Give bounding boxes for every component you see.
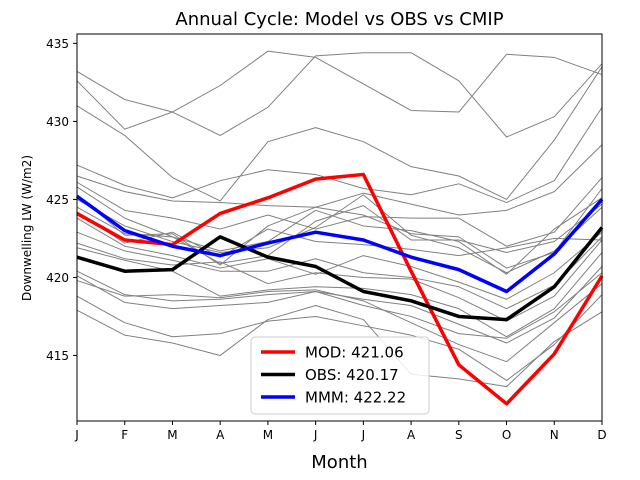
cmip-model-line-6 — [76, 177, 603, 247]
chart-title: Annual Cycle: Model vs OBS vs CMIP — [175, 9, 503, 30]
y-tick-label: 435 — [46, 37, 69, 51]
cmip-model-line-12 — [76, 217, 603, 300]
y-tick-label: 415 — [46, 349, 69, 363]
cmip-model-line-9 — [76, 194, 603, 274]
plot-area — [75, 50, 604, 406]
axes-frame — [76, 33, 603, 422]
cmip-model-line-13 — [76, 231, 603, 310]
x-tick-label: M — [263, 428, 273, 442]
cmip-model-line-11 — [76, 211, 603, 258]
x-tick-label: A — [216, 428, 225, 442]
cmip-model-line-4 — [76, 107, 603, 204]
x-tick-label: F — [121, 428, 128, 442]
highlight-lines — [75, 172, 604, 406]
cmip-model-line-19 — [76, 294, 603, 381]
x-tick-label: N — [550, 428, 559, 442]
y-axis-ticks: 415 420 425 430 435 — [46, 37, 77, 363]
x-tick-label: J — [361, 428, 366, 442]
cmip-model-line-2 — [76, 52, 603, 138]
x-tick-label: D — [597, 428, 606, 442]
cmip-model-line-17 — [76, 272, 603, 339]
x-tick-label: J — [74, 428, 79, 442]
cmip-model-line-20 — [76, 305, 603, 388]
legend-label-mmm: MMM: 422.22 — [305, 389, 406, 407]
cmip-model-line-18 — [76, 280, 603, 363]
x-tick-label: O — [502, 428, 511, 442]
legend-label-obs: OBS: 420.17 — [305, 366, 399, 384]
cmip-model-line-5 — [76, 144, 603, 216]
y-tick-label: 420 — [46, 271, 69, 285]
obs-series-line — [76, 226, 604, 322]
cmip-model-line-3 — [76, 66, 603, 202]
y-tick-label: 430 — [46, 115, 69, 129]
x-tick-label: M — [167, 428, 177, 442]
legend: MOD: 421.06 OBS: 420.17 MMM: 422.22 — [250, 336, 430, 415]
y-axis-label: Downwelling LW (W/m2) — [20, 155, 34, 301]
legend-label-mod: MOD: 421.06 — [305, 344, 404, 362]
x-tick-label: J — [313, 428, 318, 442]
x-tick-label: A — [407, 428, 416, 442]
cmip-model-line-10 — [76, 203, 603, 264]
cmip-model-line-14 — [76, 239, 603, 322]
legend-box — [250, 336, 430, 415]
cmip-model-line-1 — [76, 50, 603, 113]
y-tick-label: 425 — [46, 193, 69, 207]
x-axis-label: Month — [311, 452, 367, 473]
cmip-model-lines — [76, 50, 603, 388]
mmm-series-line — [75, 194, 604, 294]
x-tick-label: S — [455, 428, 463, 442]
